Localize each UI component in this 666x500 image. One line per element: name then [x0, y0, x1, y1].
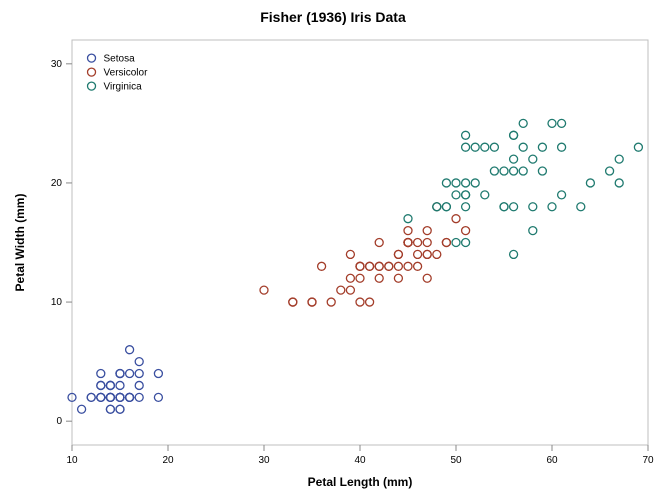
x-tick-label: 70 [642, 455, 654, 466]
x-tick-label: 60 [546, 455, 558, 466]
x-tick-label: 30 [258, 455, 270, 466]
y-axis-label: Petal Width (mm) [13, 194, 27, 292]
chart-svg: Fisher (1936) Iris Data 10 20 30 40 50 60 70 0 10… [0, 0, 666, 500]
scatter-chart: Fisher (1936) Iris Data 10 20 30 40 50 60 70 0 10… [0, 0, 666, 500]
y-tick-label: 0 [56, 416, 62, 427]
legend-label: Setosa [104, 54, 136, 65]
chart-background [0, 0, 666, 500]
x-tick-label: 10 [66, 455, 78, 466]
y-tick-label: 30 [51, 59, 63, 70]
y-tick-label: 20 [51, 178, 63, 189]
chart-title: Fisher (1936) Iris Data [260, 9, 406, 25]
x-tick-label: 20 [162, 455, 174, 466]
legend-label: Versicolor [104, 68, 149, 79]
x-axis-label: Petal Length (mm) [308, 475, 413, 489]
y-tick-label: 10 [51, 297, 63, 308]
x-tick-label: 50 [450, 455, 462, 466]
x-tick-label: 40 [354, 455, 366, 466]
legend-label: Virginica [104, 82, 143, 93]
